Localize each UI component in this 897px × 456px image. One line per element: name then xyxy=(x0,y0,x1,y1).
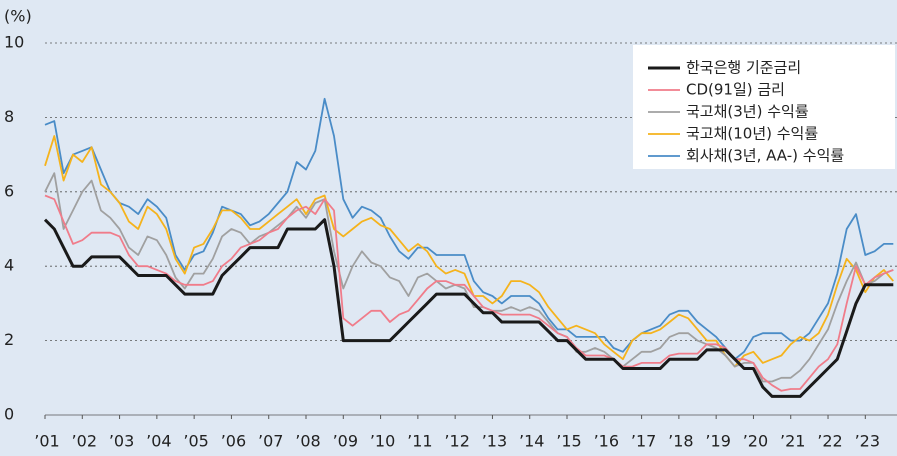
x-tick-label: ’13 xyxy=(482,432,507,451)
y-tick-label: 8 xyxy=(4,107,14,126)
y-tick-label: 6 xyxy=(4,181,14,200)
x-tick-label: ’15 xyxy=(556,432,581,451)
y-tick-label: 10 xyxy=(4,33,24,52)
legend-label: 국고채(10년) 수익률 xyxy=(686,125,818,143)
legend-label: 회사채(3년, AA-) 수익률 xyxy=(686,147,844,165)
x-tick-label: ’12 xyxy=(444,432,469,451)
x-tick-label: ’05 xyxy=(183,432,208,451)
x-tick-label: ’21 xyxy=(780,432,805,451)
series-line xyxy=(44,135,894,368)
x-tick-label: ’01 xyxy=(34,432,59,451)
x-tick-label: ’16 xyxy=(594,432,619,451)
legend-label: 국고채(3년) 수익률 xyxy=(686,103,809,121)
y-tick-label: 0 xyxy=(4,405,14,424)
x-tick-label: ’18 xyxy=(668,432,693,451)
y-tick-label: 4 xyxy=(4,256,14,275)
x-tick-label: ’10 xyxy=(370,432,395,451)
y-tick-label: 2 xyxy=(4,330,14,349)
x-tick-label: ’02 xyxy=(72,432,97,451)
x-tick-label: ’04 xyxy=(146,432,171,451)
series-line xyxy=(43,218,894,398)
series-line xyxy=(44,194,894,392)
x-tick-label: ’14 xyxy=(519,432,544,451)
x-tick-label: ’23 xyxy=(855,432,880,451)
y-axis-label: (%) xyxy=(4,7,32,26)
x-tick-label: ’06 xyxy=(221,432,246,451)
x-tick-label: ’17 xyxy=(631,432,656,451)
x-tick-label: ’07 xyxy=(258,432,283,451)
x-tick-label: ’19 xyxy=(705,432,730,451)
x-tick-label: ’03 xyxy=(109,432,134,451)
legend-label: CD(91일) 금리 xyxy=(686,81,785,99)
legend-box xyxy=(633,45,895,169)
x-tick-label: ’09 xyxy=(333,432,358,451)
x-tick-label: ’20 xyxy=(743,432,768,451)
x-tick-label: ’22 xyxy=(817,432,842,451)
x-tick-label: ’08 xyxy=(295,432,320,451)
legend-label: 한국은행 기준금리 xyxy=(686,59,801,77)
x-tick-label: ’11 xyxy=(407,432,432,451)
